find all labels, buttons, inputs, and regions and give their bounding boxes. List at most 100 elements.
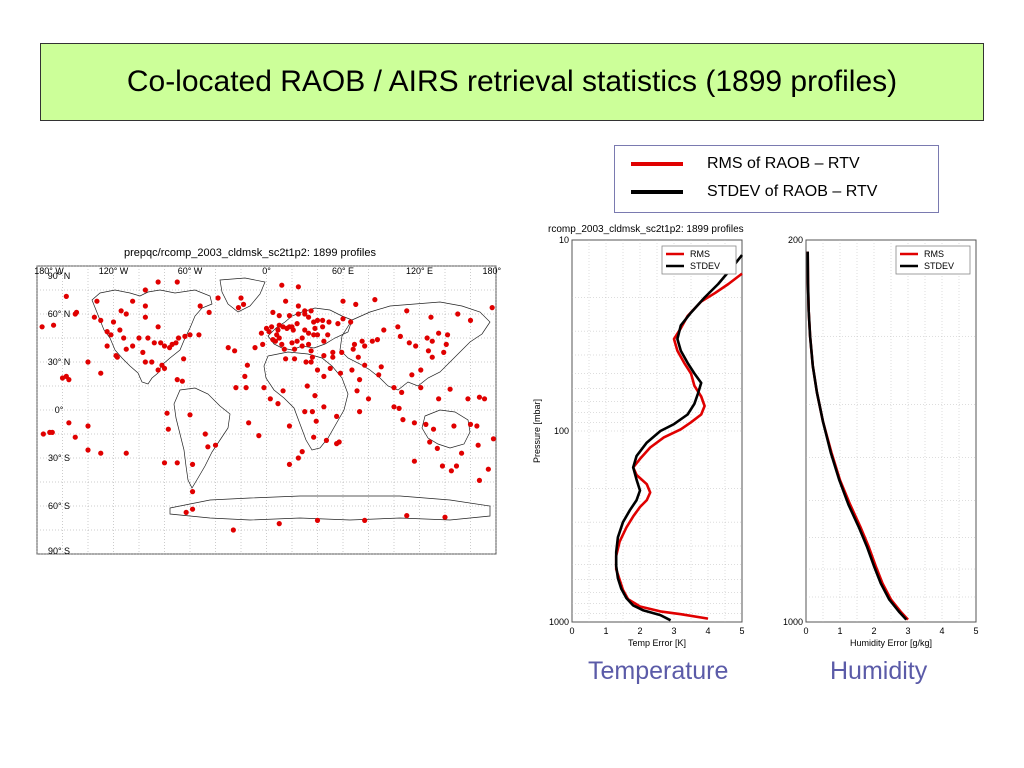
map-point	[189, 461, 196, 467]
map-point	[272, 338, 279, 344]
map-point	[427, 439, 433, 445]
map-point	[406, 340, 412, 346]
x-tick-label: 4	[939, 626, 944, 636]
map-point	[202, 431, 208, 437]
legend-label-rms: RMS of RAOB – RTV	[707, 155, 860, 172]
map-point	[441, 349, 447, 355]
hum-series	[806, 251, 909, 621]
map-point	[187, 412, 193, 418]
x-tick-label: 3	[905, 626, 910, 636]
map-point	[158, 340, 164, 346]
map-point	[225, 345, 231, 351]
map-point	[179, 378, 185, 384]
map-x-tick-label: 120° W	[99, 266, 129, 276]
x-tick-label: 0	[803, 626, 808, 636]
map-point	[252, 345, 258, 351]
map-point	[94, 298, 100, 304]
legend-swatch-rms	[631, 162, 683, 166]
slide-title-box: Co-located RAOB / AIRS retrieval statist…	[40, 43, 984, 121]
map-point	[104, 343, 110, 349]
temp-legend-rms: RMS	[690, 249, 710, 259]
map-point	[395, 324, 401, 330]
legend-item-stdev: STDEV of RAOB – RTV	[631, 182, 877, 202]
map-point	[455, 311, 461, 317]
map-y-tick-label: 30° N	[48, 357, 71, 367]
map-point	[299, 449, 305, 455]
x-tick-label: 2	[637, 626, 642, 636]
map-point	[159, 362, 165, 368]
map-x-tick-label: 180° E	[482, 266, 502, 276]
map-point	[397, 333, 403, 339]
map-point	[305, 341, 312, 347]
map-point	[130, 343, 136, 349]
map-point	[232, 348, 238, 354]
map-point	[72, 434, 78, 440]
hum-legend-stdev: STDEV	[924, 261, 954, 271]
x-tick-label: 3	[671, 626, 676, 636]
map-point	[327, 365, 333, 371]
y-tick-label: 10	[559, 235, 569, 245]
map-point	[295, 284, 301, 290]
map-point	[187, 332, 193, 338]
map-point	[286, 313, 293, 319]
map-point	[174, 377, 180, 383]
x-tick-label: 4	[705, 626, 710, 636]
map-point	[399, 389, 405, 395]
map-point	[424, 335, 430, 341]
map-point	[258, 330, 264, 336]
map-point	[305, 314, 312, 320]
map-point	[391, 385, 397, 391]
map-point	[283, 356, 289, 362]
map-point	[365, 396, 372, 402]
map-point	[336, 439, 342, 445]
map-point	[302, 327, 308, 333]
map-point	[155, 367, 161, 373]
map-point	[321, 338, 327, 344]
map-point	[311, 434, 317, 440]
map-point	[314, 317, 321, 323]
map-point	[349, 367, 355, 373]
x-tick-label: 1	[603, 626, 608, 636]
map-point	[260, 341, 266, 347]
legend-swatch-stdev	[631, 190, 683, 194]
map-point	[276, 313, 282, 319]
map-point	[369, 338, 375, 344]
map-point	[183, 509, 189, 515]
map-point	[118, 308, 124, 314]
map-point	[39, 324, 45, 330]
map-x-tick-label: 60° W	[178, 266, 203, 276]
map-point	[374, 337, 381, 343]
map-point	[430, 426, 437, 432]
map-x-tick-label: 60° E	[332, 266, 354, 276]
map-point	[274, 332, 280, 338]
map-x-tick-label: 180° W	[34, 266, 64, 276]
map-point	[280, 388, 286, 394]
x-tick-label: 5	[739, 626, 744, 636]
map-point	[238, 295, 244, 301]
map-point	[281, 346, 287, 352]
map-point	[275, 401, 281, 407]
map-point	[490, 436, 497, 442]
map-point	[123, 311, 129, 317]
legend-box: RMS of RAOB – RTV STDEV of RAOB – RTV	[614, 145, 939, 213]
map-point	[279, 282, 285, 288]
temp-legend-stdev: STDEV	[690, 261, 720, 271]
map-point	[354, 388, 360, 394]
map-point	[429, 354, 435, 360]
temperature-profile-chart: rcomp_2003_cldmsk_sc2t1p2: 1899 profiles…	[532, 224, 745, 648]
map-point	[230, 527, 236, 533]
map-point	[142, 314, 148, 320]
map-point	[235, 305, 242, 311]
map-y-tick-label: 60° N	[48, 309, 71, 319]
temp-chart-title: rcomp_2003_cldmsk_sc2t1p2: 1899 profiles	[548, 224, 744, 235]
map-point	[98, 370, 104, 376]
map-point	[340, 316, 346, 322]
map-point	[305, 330, 312, 336]
series-line-stdev	[806, 251, 908, 621]
map-point	[286, 461, 293, 467]
map-point	[215, 295, 221, 301]
world-map-chart: prepqc/rcomp_2003_cldmsk_sc2t1p2: 1899 p…	[34, 247, 502, 556]
map-point	[173, 340, 179, 346]
y-tick-label: 100	[554, 426, 569, 436]
map-y-tick-label: 60° S	[48, 501, 70, 511]
